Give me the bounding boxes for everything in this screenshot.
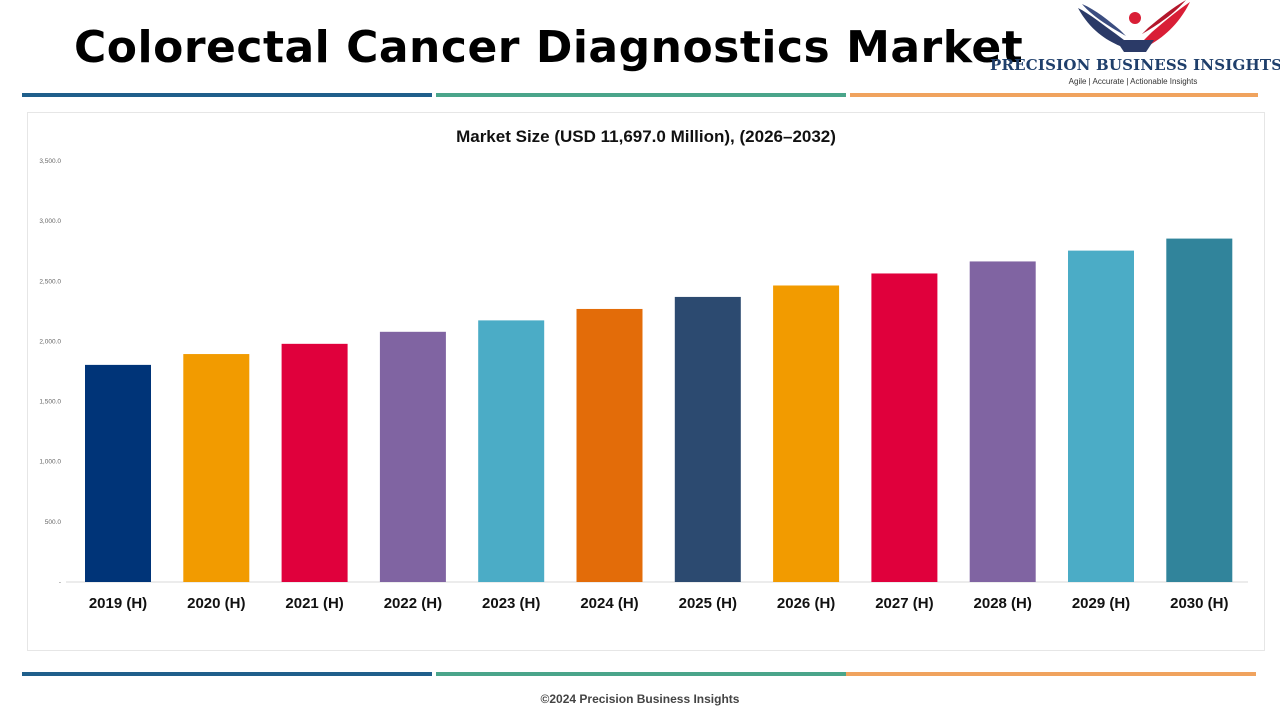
x-tick-label: 2028 (H) (974, 595, 1032, 612)
footer-copyright: ©2024 Precision Business Insights (540, 692, 740, 706)
logo-tagline: Agile | Accurate | Actionable Insights (1068, 77, 1198, 86)
bar (969, 261, 1036, 582)
x-tick-label: 2026 (H) (777, 595, 835, 612)
bar-chart: - 500.0 1,000.0 1,500.0 2,000.0 2,500.0 3,000.… (39, 158, 1248, 612)
bar (478, 320, 545, 582)
logo: PRECISION BUSINESS INSIGHTS Agile | Accu… (990, 0, 1280, 92)
x-tick-label: 2025 (H) (679, 595, 737, 612)
x-tick-label: 2020 (H) (187, 595, 245, 612)
header-stripe-green (436, 93, 846, 97)
y-tick-label: 1,000.0 (39, 459, 61, 466)
x-tick-label: 2027 (H) (875, 595, 933, 612)
y-tick-label: 500.0 (45, 519, 62, 526)
x-tick-label: 2019 (H) (89, 595, 147, 612)
logo-name: PRECISION BUSINESS INSIGHTS (990, 56, 1280, 74)
bar (674, 296, 741, 582)
x-tick-label: 2030 (H) (1170, 595, 1228, 612)
x-tick-label: 2023 (H) (482, 595, 540, 612)
bar (773, 285, 840, 582)
bar (85, 364, 151, 582)
y-tick-label: - (59, 579, 61, 586)
y-tick-label: 1,500.0 (39, 399, 61, 406)
y-tick-label: 2,000.0 (39, 338, 61, 345)
chart-title: Market Size (USD 11,697.0 Million), (202… (456, 127, 836, 146)
bar (183, 354, 250, 582)
x-tick-label: 2024 (H) (580, 595, 638, 612)
eagle-handshake-logo-icon (1078, 0, 1190, 52)
header-stripe-blue (22, 93, 432, 97)
chart-panel: Market Size (USD 11,697.0 Million), (202… (27, 112, 1265, 651)
bar (379, 331, 446, 582)
bar (1166, 238, 1233, 582)
footer-stripe-blue (22, 672, 432, 676)
footer-stripe-green (436, 672, 846, 676)
x-tick-label: 2029 (H) (1072, 595, 1130, 612)
y-tick-label: 3,500.0 (39, 158, 61, 165)
y-tick-label: 2,500.0 (39, 278, 61, 285)
header-stripe-orange (850, 93, 1258, 97)
bar (1068, 250, 1134, 582)
bar (576, 308, 643, 582)
page-title: Colorectal Cancer Diagnostics Market (74, 22, 1024, 73)
x-tick-label: 2021 (H) (285, 595, 343, 612)
x-tick-label: 2022 (H) (384, 595, 442, 612)
footer-stripe-orange (846, 672, 1256, 676)
y-tick-label: 3,000.0 (39, 218, 61, 225)
bar (281, 343, 348, 582)
bar (871, 273, 938, 582)
